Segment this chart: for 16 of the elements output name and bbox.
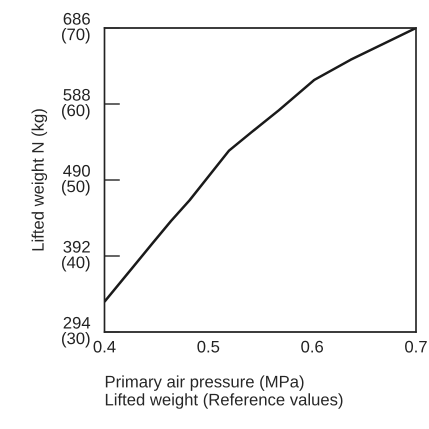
x-axis-title: Primary air pressure (MPa) Lifted weight (Reference values) bbox=[106, 375, 342, 409]
x-tick-label: 0.6 bbox=[301, 340, 324, 353]
y2-axis-title: Lifted weight N (kg) bbox=[32, 109, 48, 250]
x-tick-label: 0.5 bbox=[197, 340, 220, 353]
y-tick-label: 392 bbox=[63, 240, 90, 253]
y-tick-label: 490 bbox=[63, 164, 90, 177]
y-tick-label: 686 bbox=[64, 12, 90, 25]
y2-tick-label: (60) bbox=[62, 104, 90, 120]
y2-tick-label: (40) bbox=[62, 256, 90, 272]
y-tick-label: 588 bbox=[63, 88, 90, 101]
y-tick-label: 294 bbox=[64, 316, 90, 329]
y2-tick-label: (70) bbox=[62, 28, 90, 44]
y2-tick-label: (30) bbox=[62, 332, 90, 348]
x-tick-label: 0.4 bbox=[94, 340, 116, 353]
x-tick-label: 0.7 bbox=[405, 340, 427, 353]
y2-tick-label: (50) bbox=[62, 180, 90, 196]
